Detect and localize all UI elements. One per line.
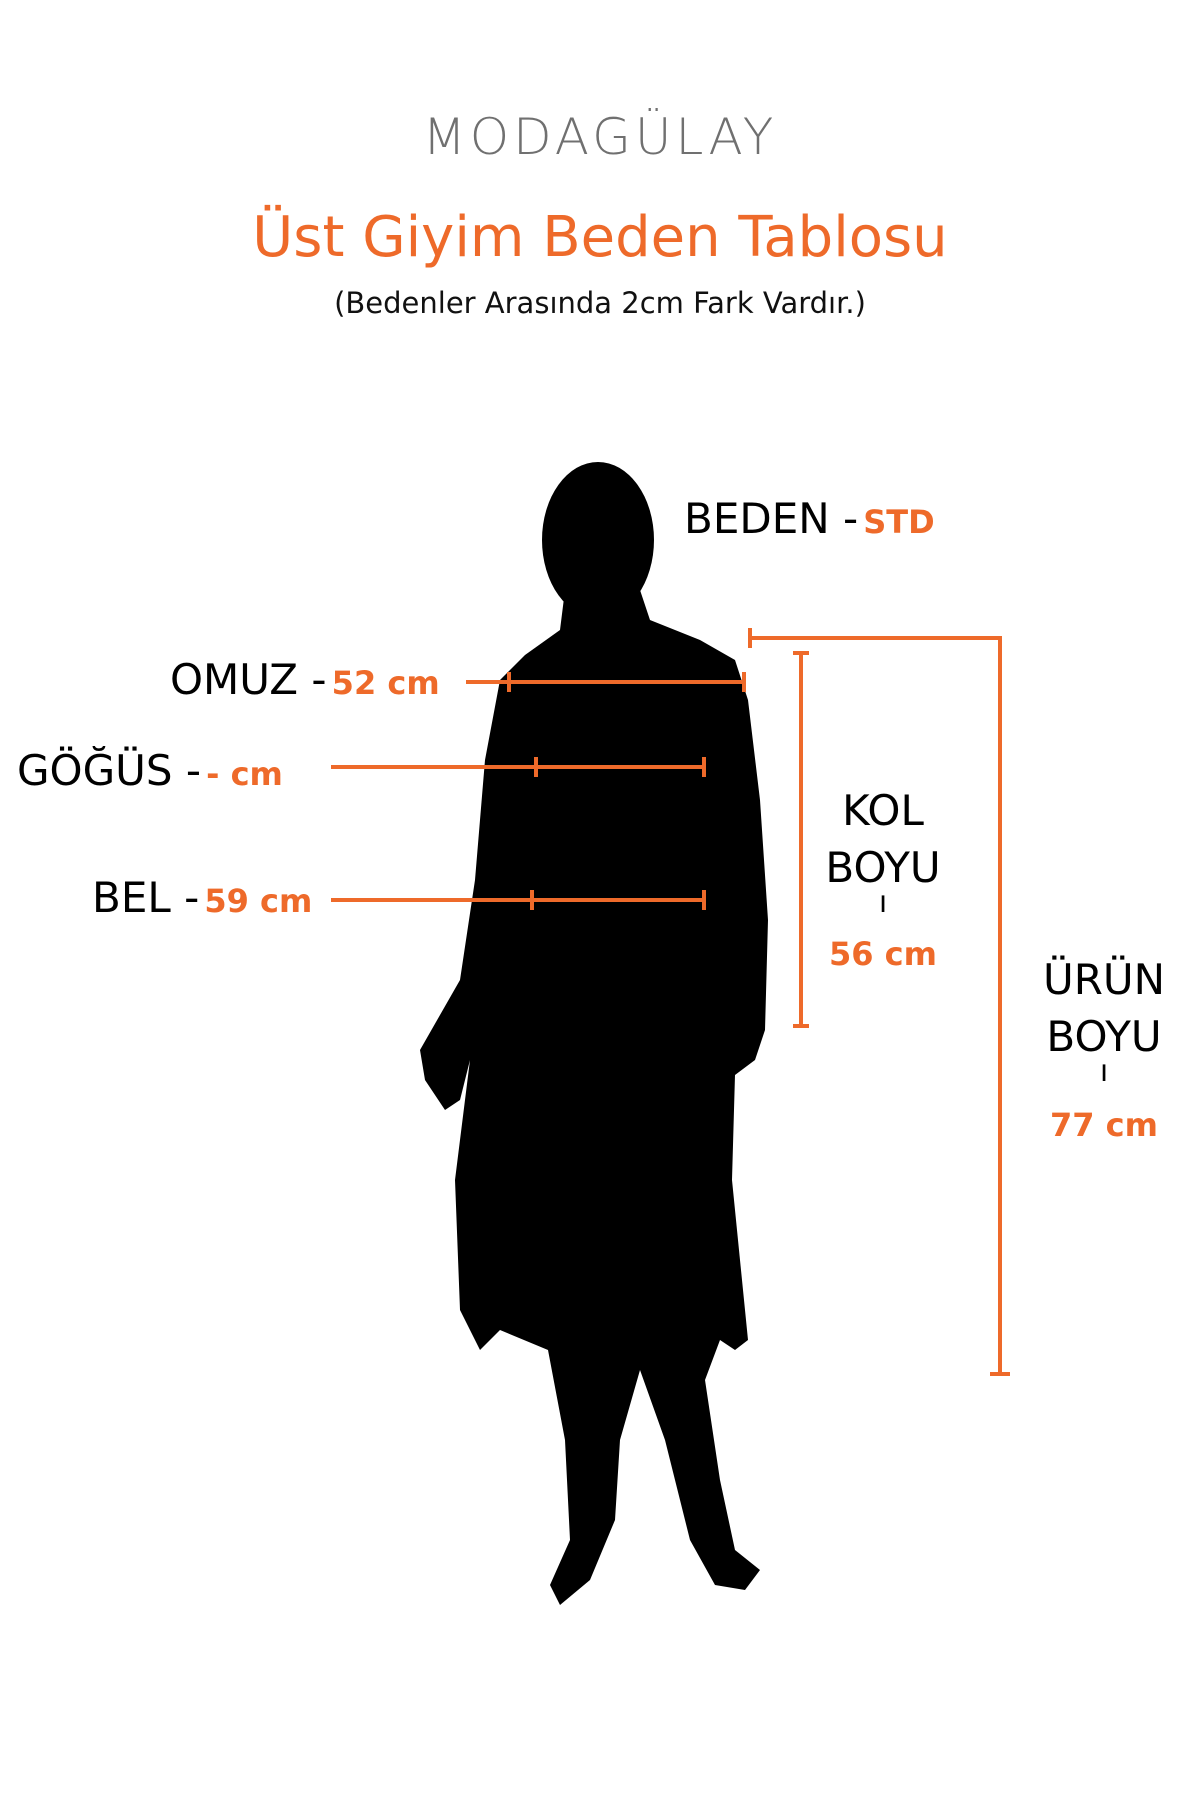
- urun-boyu-line1: ÜRÜN: [1042, 955, 1166, 1004]
- omuz-measure-line: [466, 672, 746, 692]
- kol-boyu-measure-line: [793, 651, 809, 1028]
- page-title: Üst Giyim Beden Tablosu: [252, 205, 948, 270]
- urun-boyu-measure-line: [748, 628, 1010, 1376]
- kol-boyu-line2: BOYU: [825, 843, 941, 892]
- bel-label: BEL -: [92, 873, 200, 922]
- urun-boyu-line2: BOYU: [1046, 1012, 1162, 1061]
- gogus-value: - cm: [206, 755, 283, 793]
- kol-boyu-value: 56 cm: [829, 935, 937, 973]
- gogus-label: GÖĞÜS -: [17, 746, 202, 795]
- bel-measure-line: [331, 890, 706, 910]
- brand-logo: MODAGÜLAY: [422, 108, 778, 166]
- omuz-value: 52 cm: [331, 664, 440, 702]
- bel-row: BEL - 59 cm: [92, 873, 312, 922]
- urun-boyu-value: 77 cm: [1050, 1106, 1158, 1144]
- page-subtitle: (Bedenler Arasında 2cm Fark Vardır.): [334, 286, 866, 320]
- gogus-measure-line: [331, 757, 706, 777]
- omuz-row: OMUZ - 52 cm: [170, 655, 440, 704]
- urun-boyu-separator: ı: [1099, 1054, 1109, 1089]
- omuz-label: OMUZ -: [170, 655, 327, 704]
- size-label: BEDEN -: [684, 494, 859, 543]
- gogus-row: GÖĞÜS - - cm: [17, 746, 283, 795]
- bel-value: 59 cm: [204, 882, 313, 920]
- kol-boyu-line1: KOL: [842, 786, 924, 835]
- model-silhouette: [420, 462, 768, 1605]
- size-value: STD: [863, 503, 935, 541]
- kol-boyu-separator: ı: [878, 885, 888, 920]
- size-row: BEDEN - STD: [684, 494, 935, 543]
